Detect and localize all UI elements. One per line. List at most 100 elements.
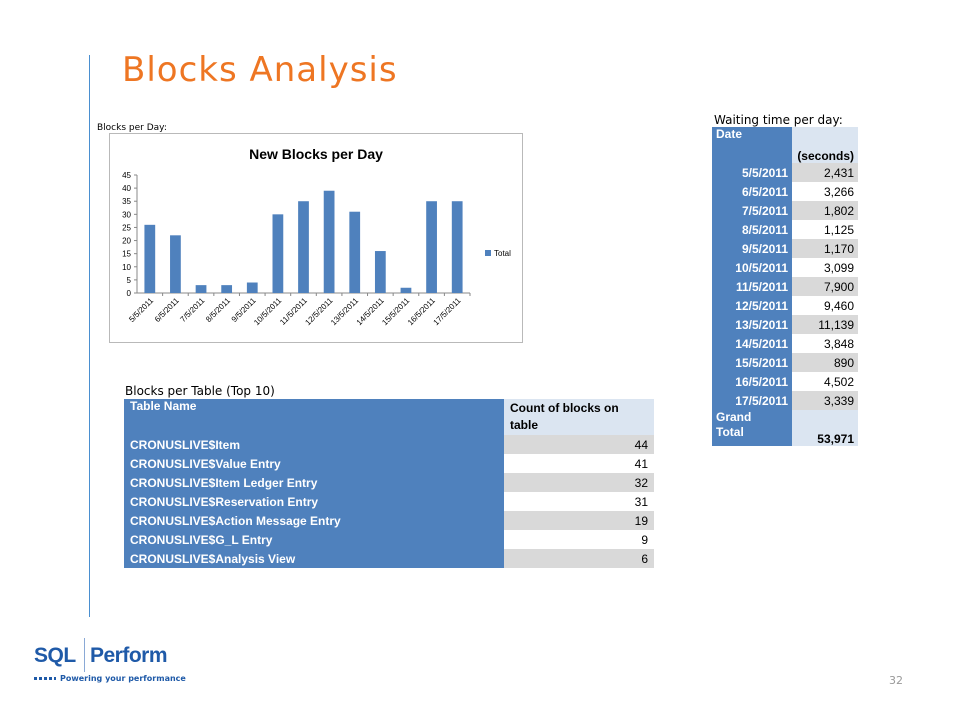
blocks-row-count: 19	[504, 511, 654, 530]
waiting-row-date: 14/5/2011	[712, 334, 792, 353]
waiting-row: 6/5/2011 3,266	[712, 182, 858, 201]
blocks-header-count: Count of blocks on table	[504, 399, 654, 435]
waiting-row-date: 7/5/2011	[712, 201, 792, 220]
logo-tagline-text: Powering your performance	[60, 674, 186, 683]
bar	[170, 235, 181, 293]
waiting-row: 17/5/2011 3,339	[712, 391, 858, 410]
y-tick-label: 45	[122, 171, 131, 180]
blocks-row-count: 41	[504, 454, 654, 473]
logo-word-perform: Perform	[90, 644, 168, 667]
waiting-row-date: 16/5/2011	[712, 372, 792, 391]
blocks-row: CRONUSLIVE$Analysis View 6	[124, 549, 654, 568]
bar	[374, 251, 386, 293]
blocks-row-name: CRONUSLIVE$Value Entry	[124, 454, 504, 473]
accent-vertical-line	[89, 55, 90, 617]
bar	[349, 211, 361, 293]
waiting-row: 7/5/2011 1,802	[712, 201, 858, 220]
chart-section-label: Blocks per Day:	[97, 123, 167, 133]
waiting-row-seconds: 3,848	[792, 334, 858, 353]
waiting-header-seconds: (seconds)	[792, 127, 858, 163]
grand-total-label: Grand Total	[712, 410, 792, 446]
logo-separator	[84, 638, 85, 672]
waiting-row-seconds: 890	[792, 353, 858, 372]
blocks-row-name: CRONUSLIVE$Analysis View	[124, 549, 504, 568]
blocks-row-name: CRONUSLIVE$Item Ledger Entry	[124, 473, 504, 492]
waiting-row: 13/5/2011 11,139	[712, 315, 858, 334]
blocks-row-name: CRONUSLIVE$Item	[124, 435, 504, 454]
blocks-row-count: 31	[504, 492, 654, 511]
waiting-row-seconds: 4,502	[792, 372, 858, 391]
waiting-row-seconds: 1,802	[792, 201, 858, 220]
waiting-time-table: Date (seconds) 5/5/2011 2,431 6/5/2011 3,26…	[712, 127, 858, 446]
waiting-row-date: 17/5/2011	[712, 391, 792, 410]
waiting-row-seconds: 9,460	[792, 296, 858, 315]
legend-swatch	[485, 250, 491, 256]
blocks-row: CRONUSLIVE$Item Ledger Entry 32	[124, 473, 654, 492]
x-tick-label: 6/5/2011	[153, 296, 181, 324]
waiting-row: 10/5/2011 3,099	[712, 258, 858, 277]
blocks-row: CRONUSLIVE$Item 44	[124, 435, 654, 454]
bar	[298, 201, 309, 293]
waiting-row: 16/5/2011 4,502	[712, 372, 858, 391]
waiting-row-seconds: 7,900	[792, 277, 858, 296]
bar	[221, 285, 233, 293]
waiting-row-seconds: 3,266	[792, 182, 858, 201]
sqlperform-logo: SQL Perform Powering your performance	[34, 638, 194, 688]
bar	[272, 214, 284, 293]
blocks-header-name: Table Name	[124, 399, 504, 435]
waiting-row: 15/5/2011 890	[712, 353, 858, 372]
blocks-row-name: CRONUSLIVE$Action Message Entry	[124, 511, 504, 530]
grand-total-value: 53,971	[792, 410, 858, 446]
waiting-row-date: 10/5/2011	[712, 258, 792, 277]
blocks-per-day-chart: New Blocks per Day 0 5 10 15 20 25 30 35 40 45 5/5/…	[109, 133, 523, 343]
waiting-row-date: 15/5/2011	[712, 353, 792, 372]
bar	[144, 224, 156, 293]
waiting-row: 11/5/2011 7,900	[712, 277, 858, 296]
slide-title: Blocks Analysis	[122, 50, 398, 90]
y-tick-label: 0	[127, 289, 132, 298]
waiting-row-seconds: 1,170	[792, 239, 858, 258]
blocks-row-count: 6	[504, 549, 654, 568]
blocks-row-count: 9	[504, 530, 654, 549]
waiting-row-seconds: 3,339	[792, 391, 858, 410]
x-tick-label: 7/5/2011	[178, 296, 206, 324]
waiting-row-seconds: 1,125	[792, 220, 858, 239]
waiting-row: 8/5/2011 1,125	[712, 220, 858, 239]
y-tick-label: 30	[122, 210, 131, 219]
waiting-row-date: 12/5/2011	[712, 296, 792, 315]
y-tick-label: 10	[122, 263, 131, 272]
blocks-row-name: CRONUSLIVE$Reservation Entry	[124, 492, 504, 511]
waiting-row-date: 5/5/2011	[712, 163, 792, 182]
bar	[451, 201, 463, 293]
blocks-row-count: 32	[504, 473, 654, 492]
grand-label-line1: Grand	[716, 410, 752, 424]
waiting-header-date: Date	[712, 127, 792, 163]
waiting-row-date: 6/5/2011	[712, 182, 792, 201]
blocks-row: CRONUSLIVE$Action Message Entry 19	[124, 511, 654, 530]
x-tick-label: 5/5/2011	[127, 296, 155, 324]
y-tick-label: 20	[122, 237, 131, 246]
bar	[195, 285, 207, 293]
waiting-row-date: 8/5/2011	[712, 220, 792, 239]
legend-label: Total	[494, 249, 511, 258]
waiting-row-seconds: 3,099	[792, 258, 858, 277]
blocks-row-name: CRONUSLIVE$G_L Entry	[124, 530, 504, 549]
y-tick-label: 15	[122, 250, 131, 259]
waiting-row: 12/5/2011 9,460	[712, 296, 858, 315]
blocks-header-count-line2: table	[510, 418, 539, 432]
y-tick-label: 40	[122, 184, 131, 193]
waiting-row: 14/5/2011 3,848	[712, 334, 858, 353]
page-number: 32	[889, 674, 903, 687]
blocks-row: CRONUSLIVE$G_L Entry 9	[124, 530, 654, 549]
blocks-per-table: Table Name Count of blocks on table CRON…	[124, 399, 654, 568]
bar	[323, 190, 335, 293]
waiting-row-date: 13/5/2011	[712, 315, 792, 334]
bar	[246, 282, 258, 293]
x-tick-label: 8/5/2011	[204, 296, 232, 324]
chart-canvas: New Blocks per Day 0 5 10 15 20 25 30 35 40 45 5/5/…	[122, 146, 511, 327]
bar	[426, 201, 437, 293]
waiting-label: Waiting time per day:	[714, 113, 843, 127]
blocks-header-count-line1: Count of blocks on	[510, 401, 619, 415]
logo-word-sql: SQL	[34, 644, 76, 667]
grand-label-line2: Total	[716, 425, 744, 439]
